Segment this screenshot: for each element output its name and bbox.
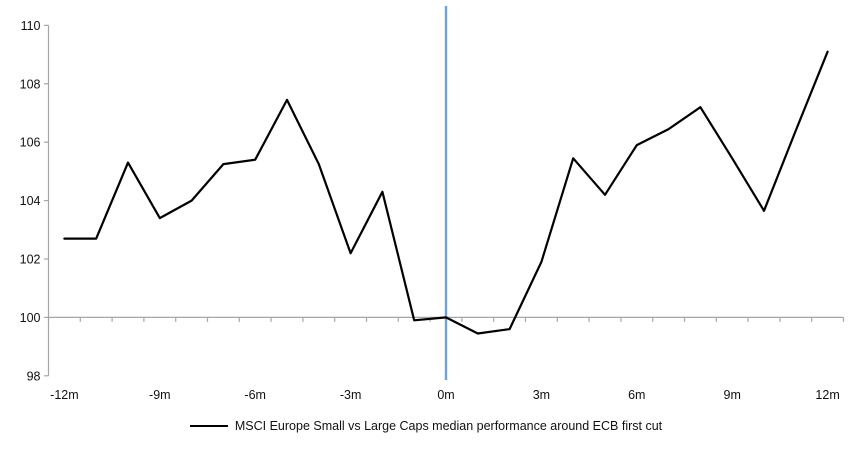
series-line xyxy=(63,50,829,335)
legend: MSCI Europe Small vs Large Caps median p… xyxy=(0,418,852,434)
y-tick-label: 104 xyxy=(20,194,41,208)
x-tick-label: 6m xyxy=(628,388,645,402)
x-tick-label: 12m xyxy=(815,388,839,402)
y-tick-label: 98 xyxy=(27,369,41,383)
x-tick-label: 3m xyxy=(533,388,550,402)
line-chart: 98 100 102 104 106 108 110 -12m -9m -6m -3m 0m 3m 6m 9… xyxy=(20,6,845,402)
y-tick-label: 110 xyxy=(21,19,41,33)
x-tick-label: -6m xyxy=(244,388,266,402)
y-tick-label: 100 xyxy=(20,311,41,325)
legend-line-sample-icon xyxy=(189,425,228,427)
x-tick-label: -9m xyxy=(149,388,171,402)
x-tick-label: -3m xyxy=(340,388,362,402)
y-tick-label: 106 xyxy=(20,136,41,150)
legend-label: MSCI Europe Small vs Large Caps median p… xyxy=(234,419,663,433)
x-tick-label: 9m xyxy=(724,388,741,402)
x-tick-label: -12m xyxy=(50,388,78,402)
y-tick-label: 108 xyxy=(20,77,41,91)
x-tick-label: 0m xyxy=(437,388,454,402)
y-tick-label: 102 xyxy=(20,253,41,267)
